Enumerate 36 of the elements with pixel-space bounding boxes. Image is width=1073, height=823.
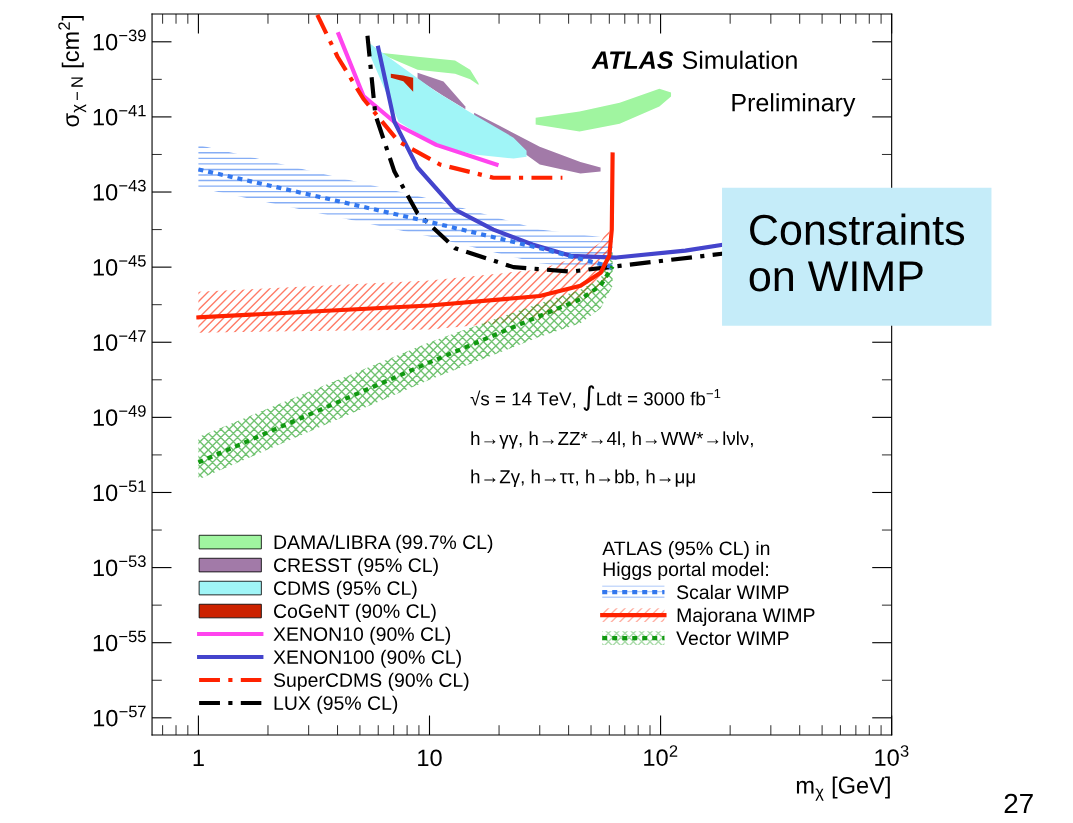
annotation: Preliminary: [732, 93, 856, 117]
y-tick-label: 10$^{−51}$: [93, 480, 146, 502]
annotation: h→γγ, h→ZZ*→4l, h→WW*→lνlν,: [471, 431, 753, 449]
y-tick-label: 10$^{−47}$: [93, 330, 146, 351]
legend-label: Majorana WIMP: [677, 607, 815, 626]
legend-label: XENON100 (90% CL): [273, 649, 461, 668]
legend-label: Vector WIMP: [676, 631, 789, 646]
legend-label: SuperCDMS (90% CL): [273, 672, 469, 691]
annotation: h→Zγ, h→ττ, h→bb, h→μμ: [471, 469, 695, 488]
legend-title: ATLAS (95% CL) in Higgs portal model:: [602, 540, 770, 580]
legend-label: DAMA/LIBRA (99.7% CL): [274, 534, 493, 553]
y-tick-label: 10$^{−57}$: [93, 705, 146, 727]
annotation: √s = 14 TeV, ∫Ldt = 3000 fb$^{−1}$: [470, 385, 721, 411]
x-tick-label: 1: [193, 749, 204, 766]
y-tick-label: 10$^{−43}$: [93, 179, 146, 201]
y-tick-label: 10$^{−53}$: [93, 555, 146, 577]
legend-label: LUX (95% CL): [274, 695, 398, 714]
x-tick-label: 10$^{3}$: [875, 745, 909, 766]
annotation: Constraints on WIMP: [749, 213, 965, 292]
y-tick-label: 10$^{−45}$: [93, 255, 146, 276]
legend-label: Scalar WIMP: [676, 584, 789, 600]
legend-label: CDMS (95% CL): [274, 580, 417, 599]
legend-label: CoGeNT (90% CL): [274, 603, 436, 622]
annotation: ATLAS: [591, 51, 674, 70]
y-tick-label: 10$^{−39}$: [93, 29, 146, 51]
legend-label: CRESST (95% CL): [274, 557, 438, 576]
legend-label: XENON10 (90% CL): [273, 626, 451, 645]
text: 27: [1004, 793, 1033, 814]
y-tick-label: 10$^{−49}$: [93, 405, 146, 426]
y-tick-label: 10$^{−41}$: [93, 104, 146, 126]
y-axis-title: σ$_{χ−N}$ [cm$^{2}$]: [58, 15, 87, 127]
annotation: Simulation: [682, 50, 797, 70]
x-tick-label: 10$^{2}$: [644, 745, 678, 766]
y-tick-label: 10$^{−55}$: [93, 630, 146, 652]
x-axis-title: m$_{χ}$ [GeV]: [796, 776, 890, 801]
x-tick-label: 10: [418, 749, 442, 767]
